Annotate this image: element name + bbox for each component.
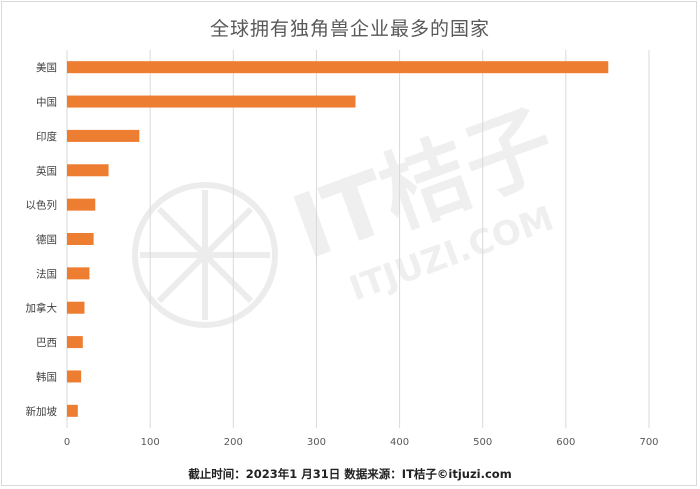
bar bbox=[67, 370, 82, 383]
footer-note: 截止时间：2023年1 月31日 数据来源：IT桔子©itjuzi.com bbox=[188, 467, 512, 481]
x-tick-label: 500 bbox=[473, 437, 492, 448]
category-label: 印度 bbox=[36, 130, 57, 143]
category-label: 中国 bbox=[36, 96, 57, 109]
category-label: 英国 bbox=[36, 164, 57, 177]
bar bbox=[67, 267, 90, 280]
bar bbox=[67, 336, 83, 349]
category-label: 韩国 bbox=[36, 370, 57, 383]
category-label: 加拿大 bbox=[26, 302, 58, 315]
x-tick-label: 600 bbox=[556, 437, 575, 448]
bar bbox=[67, 404, 78, 417]
category-label: 法国 bbox=[36, 267, 57, 280]
x-tick-label: 100 bbox=[141, 437, 160, 448]
x-tick-label: 0 bbox=[64, 437, 70, 448]
category-label: 德国 bbox=[36, 233, 57, 246]
category-label: 巴西 bbox=[36, 337, 57, 349]
chart-title: 全球拥有独角兽企业最多的国家 bbox=[209, 18, 490, 40]
x-tick-label: 400 bbox=[390, 437, 409, 448]
category-label: 新加坡 bbox=[26, 405, 58, 418]
bar bbox=[67, 164, 109, 177]
x-tick-label: 300 bbox=[307, 437, 326, 448]
category-label: 以色列 bbox=[26, 199, 58, 212]
bar bbox=[67, 233, 94, 245]
bar bbox=[67, 95, 356, 108]
x-tick-label: 700 bbox=[639, 437, 658, 448]
category-label: 美国 bbox=[36, 61, 57, 74]
bar bbox=[67, 61, 609, 74]
x-tick-label: 200 bbox=[224, 437, 243, 448]
bar bbox=[67, 129, 140, 142]
bar bbox=[67, 301, 85, 314]
bar bbox=[67, 198, 96, 211]
